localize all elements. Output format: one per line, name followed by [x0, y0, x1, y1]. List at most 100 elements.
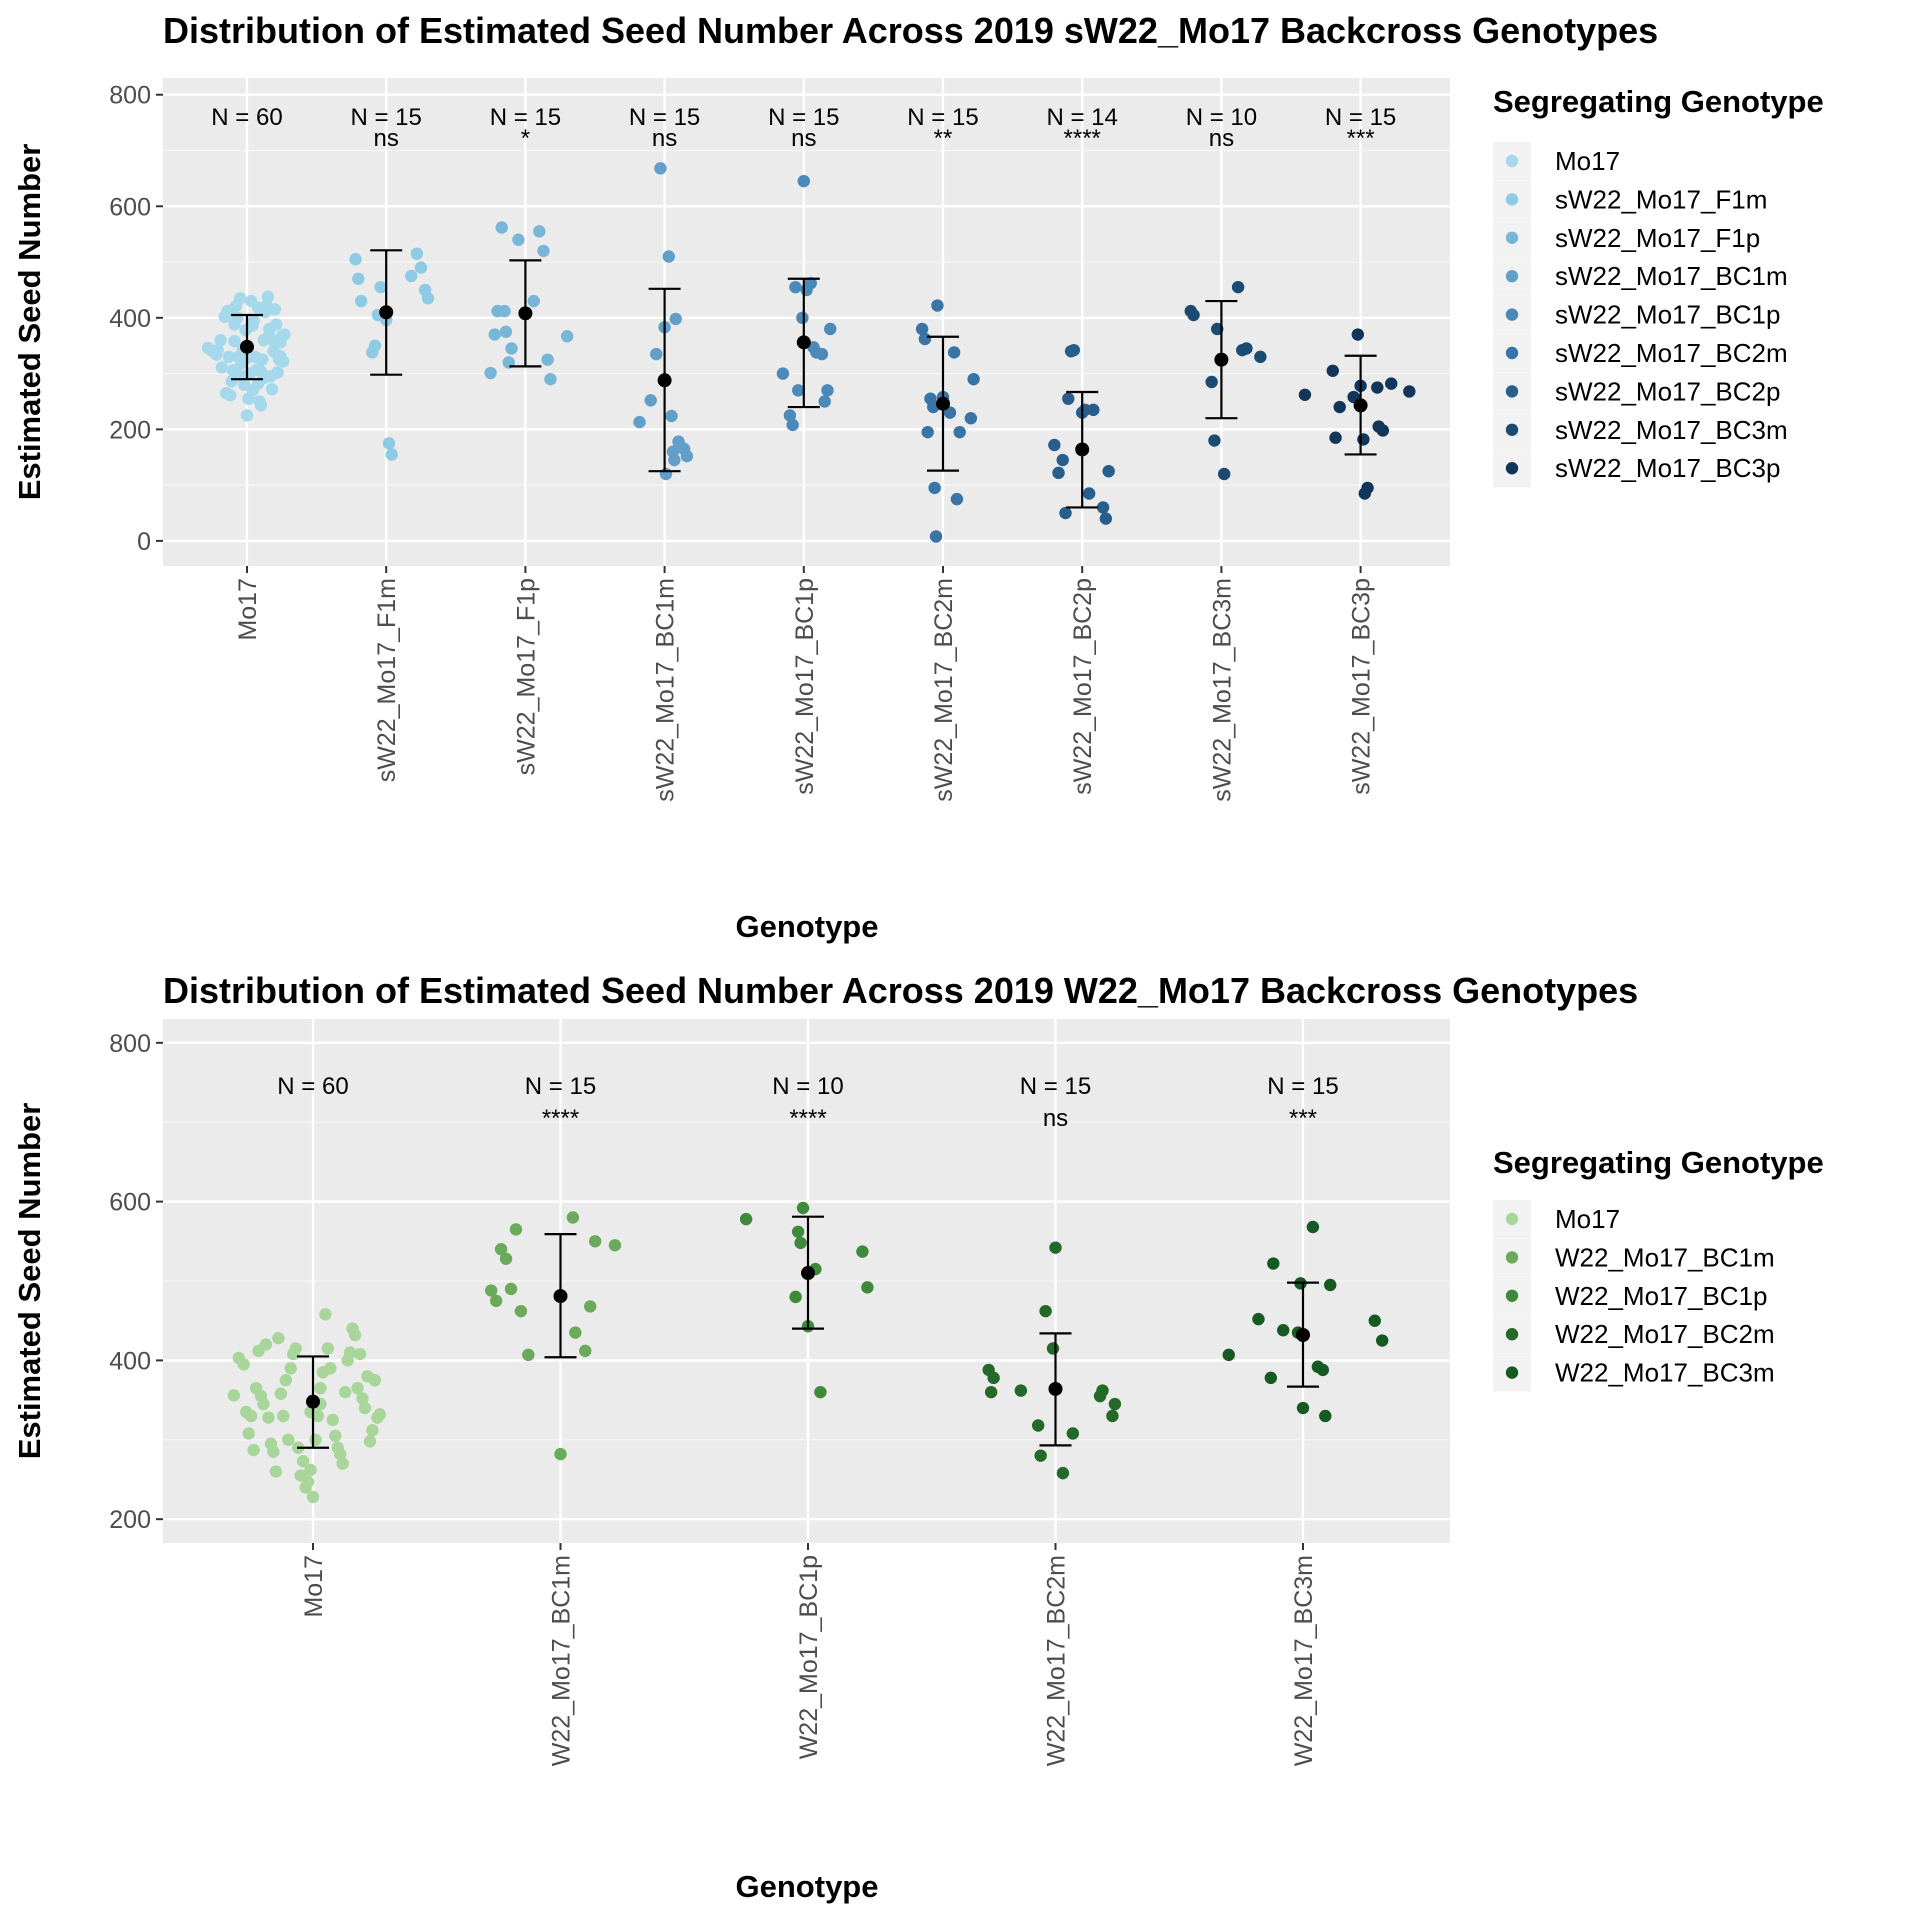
data-point: [814, 1385, 827, 1399]
x-tick-label: sW22_Mo17_BC1m: [652, 578, 680, 802]
n-label: N = 14: [1047, 104, 1118, 131]
data-point: [1056, 453, 1069, 467]
data-point: [499, 1252, 513, 1265]
data-point: [301, 1475, 315, 1489]
data-point: [261, 290, 275, 303]
data-point: [815, 347, 829, 361]
data-points: [201, 162, 1416, 543]
mean-point: [379, 305, 394, 320]
data-point: [1240, 342, 1253, 355]
gridlines: [163, 1019, 1450, 1543]
n-label: N = 15: [629, 104, 700, 131]
mean-point: [553, 1289, 568, 1304]
data-point: [797, 174, 810, 188]
data-point: [231, 311, 244, 325]
x-axis-title: Genotype: [736, 1869, 879, 1904]
data-point: [1222, 1348, 1235, 1362]
data-point: [274, 350, 287, 363]
data-point: [1316, 1363, 1330, 1377]
data-point: [569, 1326, 582, 1339]
y-tick-label: 200: [109, 416, 151, 444]
data-point: [1208, 434, 1221, 447]
mean-point: [1048, 1381, 1063, 1396]
x-tick-label: sW22_Mo17_BC2m: [930, 578, 958, 802]
data-point: [1099, 512, 1113, 525]
data-points: [227, 1201, 1389, 1504]
data-point: [488, 328, 501, 341]
legend-marker: [1505, 423, 1519, 436]
data-point: [227, 1389, 240, 1402]
data-point: [644, 394, 657, 407]
data-point: [1376, 1334, 1389, 1347]
mean-point: [796, 335, 811, 350]
data-point: [964, 412, 978, 425]
data-point: [489, 1294, 503, 1308]
legend-title: Segregating Genotype: [1493, 1145, 1824, 1180]
mean-point: [1353, 398, 1368, 413]
data-point: [1231, 280, 1245, 294]
data-point: [818, 395, 831, 408]
data-point: [326, 1413, 339, 1427]
data-point: [1048, 438, 1061, 452]
n-label: N = 15: [907, 104, 978, 131]
legend-label: sW22_Mo17_F1m: [1555, 184, 1767, 214]
data-point: [274, 1387, 288, 1400]
legend-marker: [1505, 1328, 1519, 1341]
data-point: [776, 367, 790, 380]
data-point: [929, 530, 943, 543]
data-point: [1108, 1397, 1122, 1411]
data-point: [792, 384, 805, 397]
mean-point: [936, 396, 950, 411]
data-point: [789, 1290, 802, 1304]
data-point: [233, 292, 247, 305]
y-tick-label: 600: [109, 1189, 151, 1217]
data-point: [363, 1435, 377, 1448]
legend-label: W22_Mo17_BC3m: [1555, 1358, 1775, 1388]
data-point: [1252, 1312, 1265, 1326]
mean-point: [1075, 442, 1090, 457]
legend-marker: [1505, 154, 1519, 168]
y-tick-label: 800: [109, 1030, 151, 1058]
mean-point: [306, 1394, 320, 1409]
data-point: [1267, 1257, 1280, 1270]
data-point: [277, 1409, 290, 1423]
data-point: [237, 1358, 250, 1371]
data-point: [1034, 1449, 1047, 1462]
data-point: [915, 322, 929, 336]
data-point: [794, 1236, 807, 1250]
data-point: [680, 449, 694, 463]
legend-marker: [1505, 1366, 1519, 1379]
significance-label: ****: [789, 1105, 826, 1132]
data-point: [796, 311, 809, 325]
data-point: [1298, 388, 1312, 401]
data-point: [1106, 1409, 1119, 1423]
data-point: [1296, 1401, 1310, 1415]
data-point: [356, 1392, 369, 1405]
data-point: [296, 1455, 310, 1468]
significance-label: ****: [542, 1105, 579, 1132]
x-tick-label: W22_Mo17_BC1p: [795, 1555, 823, 1759]
data-point: [504, 1282, 518, 1296]
data-point: [579, 1344, 592, 1358]
legend-label: sW22_Mo17_BC2m: [1555, 338, 1788, 368]
data-point: [1333, 400, 1346, 414]
legend-title: Segregating Genotype: [1493, 84, 1824, 119]
data-point: [254, 399, 268, 412]
significance-label: *: [521, 125, 530, 152]
data-point: [351, 1381, 364, 1395]
data-point: [336, 1457, 349, 1470]
legend-label: sW22_Mo17_BC3p: [1555, 453, 1780, 483]
mean-point: [1296, 1327, 1310, 1342]
n-label: N = 15: [490, 104, 561, 131]
y-tick-label: 400: [109, 1347, 151, 1375]
data-point: [242, 1427, 255, 1440]
n-label: N = 15: [1020, 1073, 1091, 1100]
data-point: [1306, 1220, 1320, 1234]
data-point: [505, 342, 518, 355]
data-point: [1096, 1384, 1109, 1397]
data-point: [215, 361, 229, 374]
data-point: [314, 1381, 327, 1395]
panel-top: Distribution of Estimated Seed Number Ac…: [12, 10, 1824, 944]
